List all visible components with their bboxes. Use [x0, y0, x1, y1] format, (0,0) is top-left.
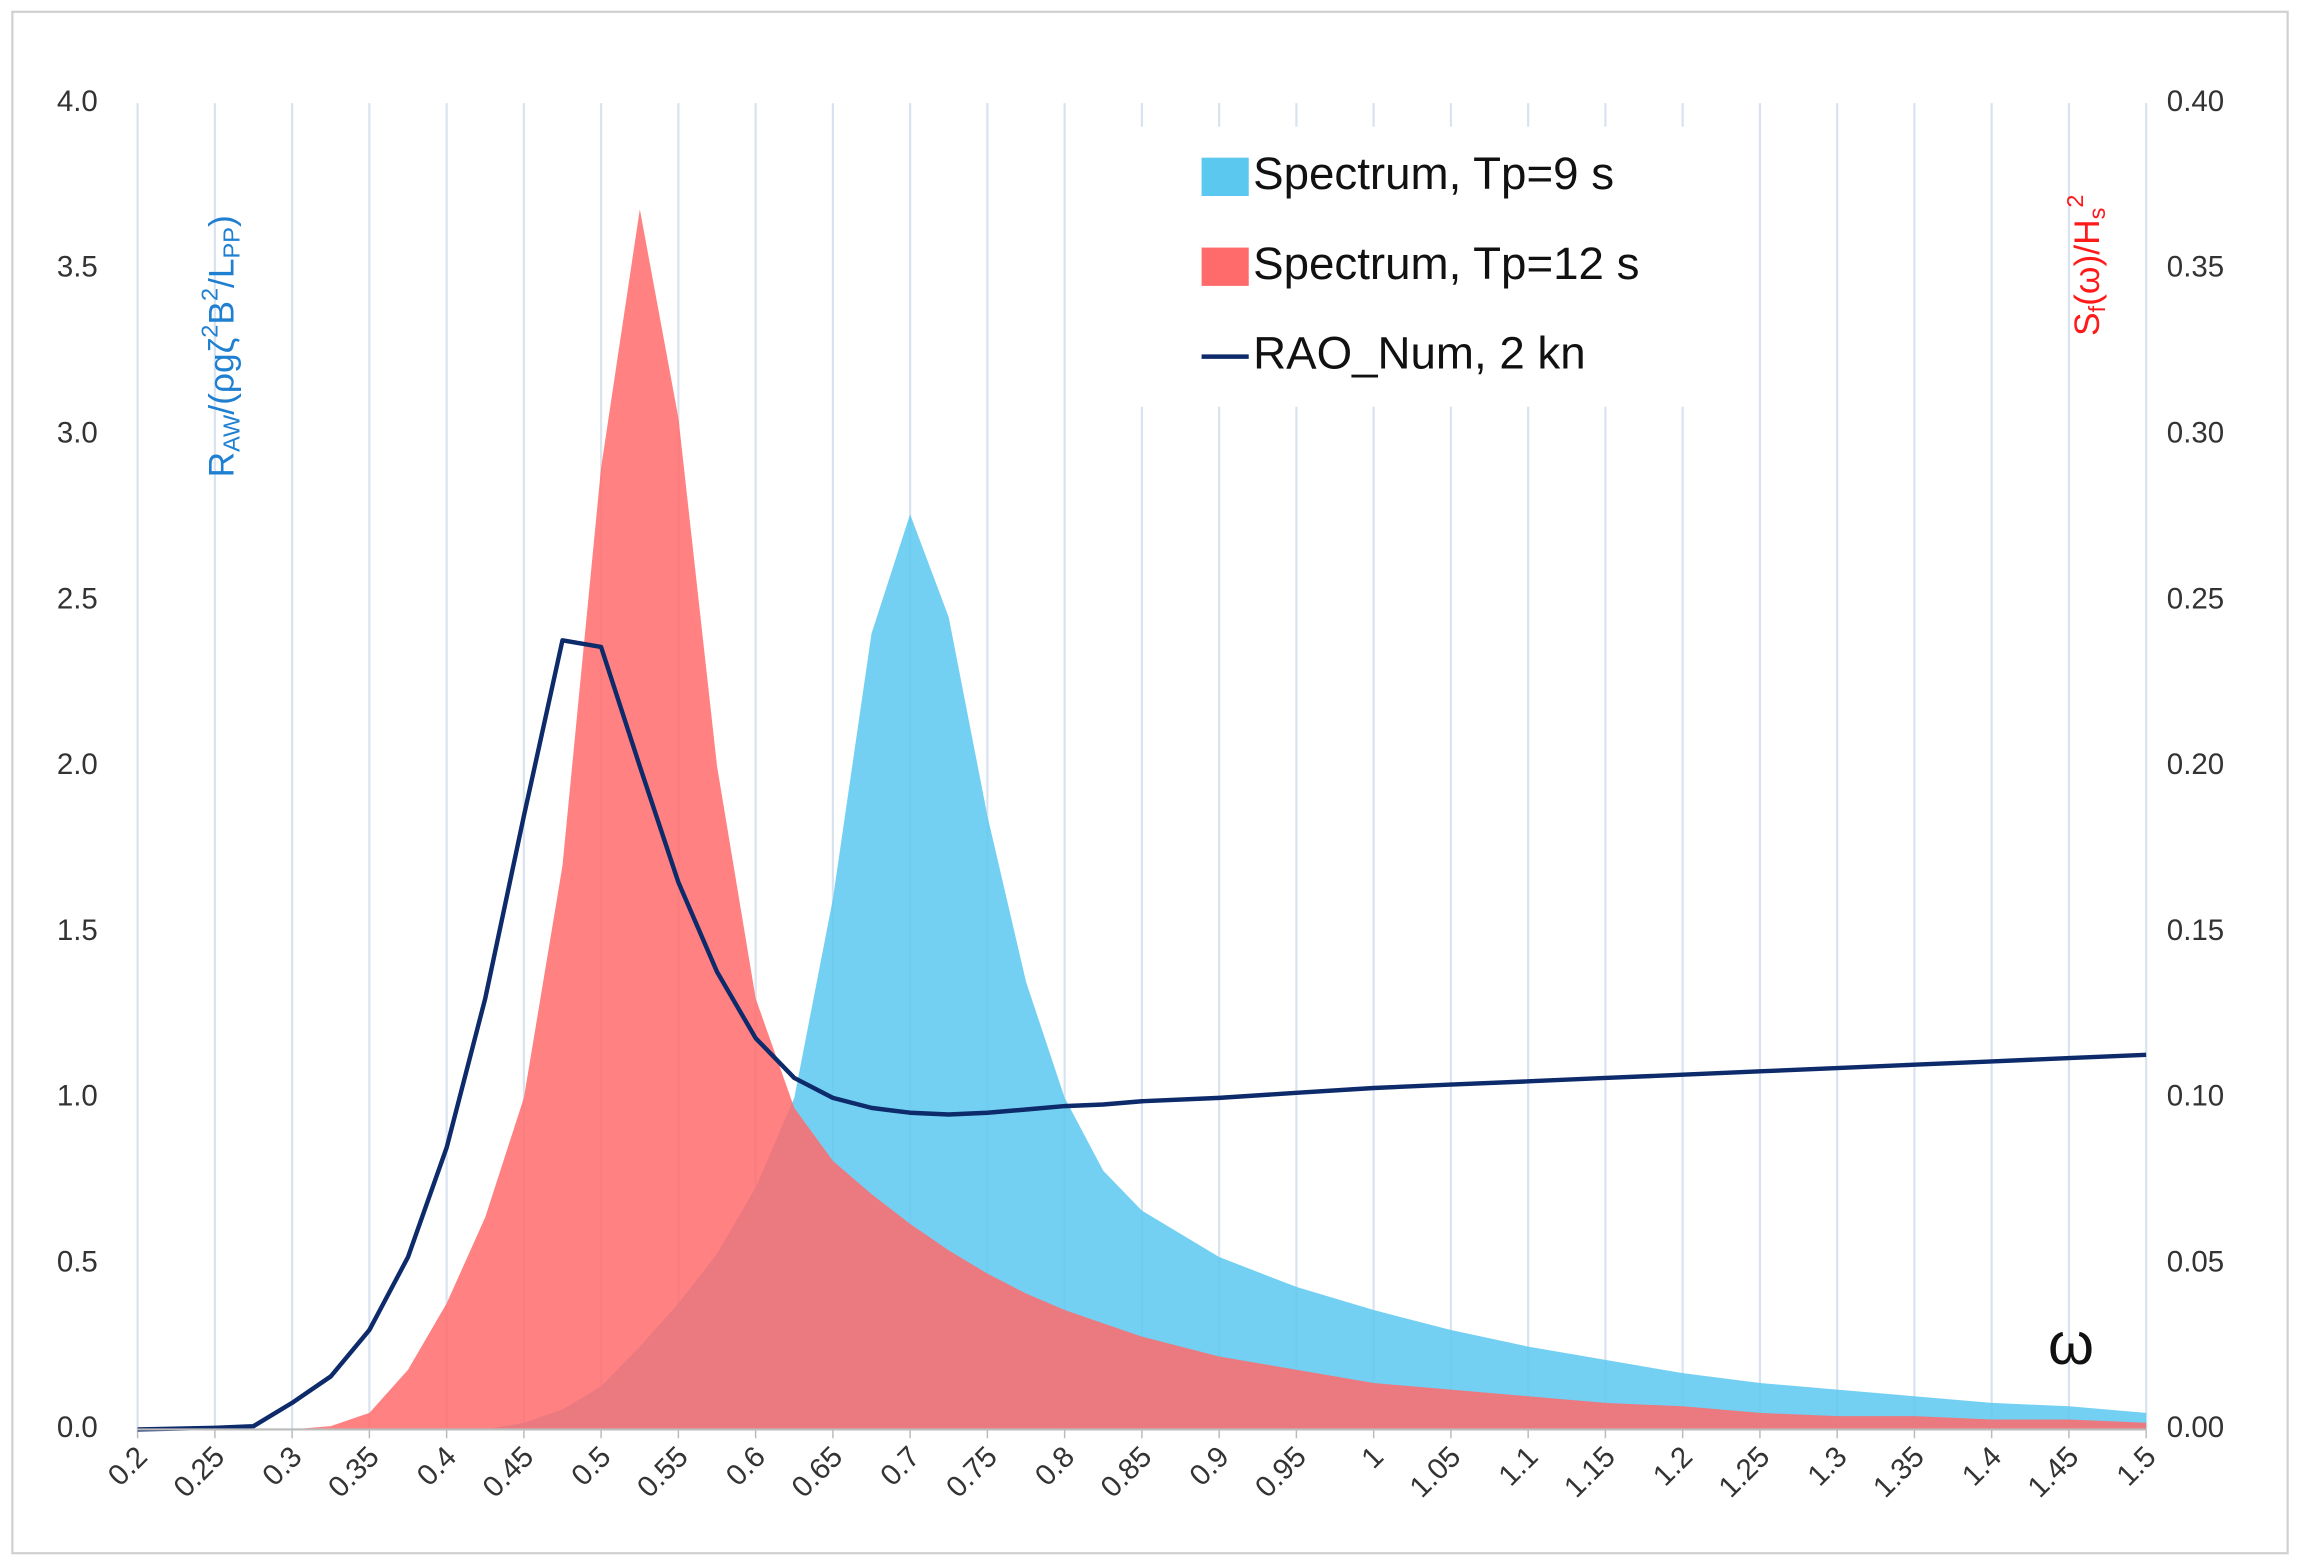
y-tick-label: 1.5	[57, 914, 98, 947]
y-axis-title-part: B	[203, 301, 242, 325]
legend-label: Spectrum, Tp=12 s	[1253, 238, 1639, 289]
y-axis-title-part: /L	[203, 258, 242, 288]
y2-axis-title: Sf(ω)/Hs2	[2062, 194, 2110, 336]
y2-tick-label: 0.15	[2167, 914, 2224, 947]
y2-tick-label: 0.25	[2167, 582, 2224, 615]
legend-box	[1073, 126, 1710, 407]
y-tick-label: 1.0	[57, 1080, 98, 1113]
y2-axis-title-part: s	[2084, 208, 2110, 220]
legend-label: RAO_Num, 2 kn	[1253, 328, 1586, 379]
y-axis-title-part: PP	[219, 227, 245, 258]
y2-tick-label: 0.00	[2167, 1411, 2224, 1444]
y-tick-label: 2.5	[57, 582, 98, 615]
y2-tick-label: 0.40	[2167, 85, 2224, 118]
line	[137, 638, 2147, 1432]
y-axis-title-part: )	[203, 215, 242, 227]
y-tick-label: 4.0	[57, 85, 98, 118]
y2-axis-title-part: f	[2084, 305, 2110, 312]
annotation: ω	[2048, 1312, 2094, 1377]
y-tick-label: 0.0	[57, 1411, 98, 1444]
y2-axis-title-part: (ω)/H	[2069, 219, 2108, 306]
legend-swatch	[1201, 157, 1249, 196]
y-axis-title-part: AW	[219, 414, 245, 452]
y2-axis-title-part: 2	[2062, 194, 2088, 207]
y-tick-label: 3.5	[57, 251, 98, 284]
y2-tick-label: 0.30	[2167, 417, 2224, 450]
y-tick-label: 0.5	[57, 1245, 98, 1278]
y2-tick-label: 0.10	[2167, 1080, 2224, 1113]
legend-swatch	[1201, 247, 1249, 286]
area	[137, 514, 2147, 1430]
y-axis-title-part: /(ρgζ	[203, 338, 242, 415]
y-tick-label: 2.0	[57, 748, 98, 781]
y2-tick-label: 0.20	[2167, 748, 2224, 781]
y-axis-title-part: 2	[197, 325, 223, 338]
y-axis-title: RAW/(ρgζ2B2/LPP)	[197, 215, 245, 477]
y-axis-title-part: R	[203, 452, 242, 478]
y-axis-title-part: 2	[197, 288, 223, 301]
y2-tick-label: 0.35	[2167, 251, 2224, 284]
y2-tick-label: 0.05	[2167, 1245, 2224, 1278]
legend-label: Spectrum, Tp=9 s	[1253, 148, 1614, 199]
area	[137, 209, 2147, 1430]
y-tick-label: 3.0	[57, 417, 98, 450]
y2-axis-title-part: S	[2069, 312, 2108, 336]
